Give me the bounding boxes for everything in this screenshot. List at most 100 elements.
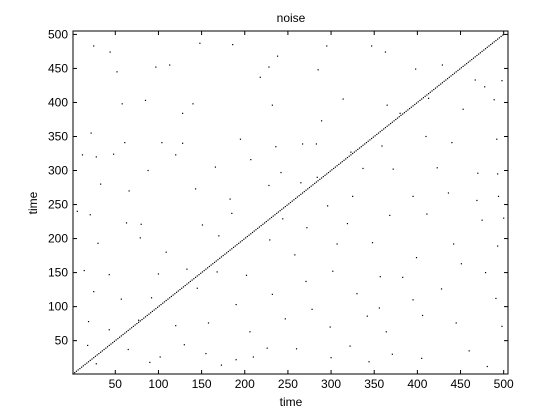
- diagonal-point: [483, 49, 485, 51]
- noise-point: [476, 199, 478, 202]
- diagonal-point: [284, 205, 286, 208]
- diagonal-point: [434, 87, 437, 89]
- diagonal-point: [129, 328, 131, 330]
- x-tick-label: 250: [278, 377, 298, 391]
- diagonal-point: [139, 320, 141, 322]
- diagonal-point: [155, 308, 157, 310]
- diagonal-point: [457, 69, 459, 72]
- diagonal-point: [414, 103, 416, 106]
- x-tick-label: 100: [148, 377, 168, 391]
- diagonal-point: [119, 336, 121, 338]
- diagonal-point: [455, 71, 457, 73]
- diagonal-point: [405, 110, 407, 112]
- diagonal-point: [481, 50, 483, 53]
- noise-point: [346, 223, 349, 225]
- diagonal-point: [234, 245, 236, 247]
- noise-point: [415, 68, 417, 70]
- x-tick-label: 400: [407, 377, 427, 391]
- diagonal-point: [438, 84, 440, 87]
- noise-point: [389, 214, 391, 217]
- diagonal-point: [491, 42, 494, 44]
- noise-point: [421, 357, 423, 359]
- diagonal-point: [117, 338, 119, 340]
- diagonal-point: [355, 150, 357, 152]
- diagonal-point: [440, 83, 442, 85]
- diagonal-point: [77, 369, 79, 371]
- diagonal-point: [217, 259, 219, 261]
- noise-point: [294, 254, 296, 256]
- diagonal-point: [379, 131, 381, 133]
- diagonal-point: [81, 366, 83, 368]
- diagonal-point: [453, 72, 456, 74]
- noise-point: [503, 217, 505, 219]
- diagonal-point: [207, 267, 209, 269]
- noise-point: [207, 322, 210, 324]
- diagonal-point: [293, 199, 295, 201]
- diagonal-point: [493, 41, 495, 43]
- diagonal-point: [229, 249, 231, 251]
- diagonal-point: [362, 144, 364, 146]
- noise-point: [399, 112, 401, 114]
- noise-point: [139, 237, 141, 239]
- diagonal-point: [203, 269, 205, 272]
- diagonal-point: [298, 195, 300, 197]
- noise-point: [231, 212, 233, 214]
- noise-point: [140, 223, 142, 225]
- noise-point: [368, 361, 370, 363]
- diagonal-point: [136, 323, 138, 325]
- diagonal-point: [236, 244, 238, 246]
- noise-point: [192, 103, 194, 105]
- diagonal-point: [153, 309, 155, 311]
- y-tick-label: 100: [48, 300, 68, 314]
- diagonal-point: [360, 146, 362, 148]
- diagonal-point: [276, 212, 278, 214]
- noise-point: [378, 307, 380, 309]
- diagonal-point: [497, 38, 499, 40]
- diagonal-point: [91, 358, 93, 360]
- diagonal-point: [462, 65, 464, 67]
- diagonal-point: [170, 295, 172, 298]
- diagonal-point: [417, 101, 419, 103]
- noise-point: [182, 112, 184, 114]
- diagonal-point: [182, 286, 185, 288]
- diagonal-point: [113, 340, 116, 342]
- noise-point: [371, 45, 373, 47]
- noise-point: [95, 363, 97, 365]
- noise-point: [124, 142, 126, 144]
- diagonal-point: [445, 79, 447, 81]
- diagonal-point: [134, 324, 136, 326]
- diagonal-point: [364, 143, 366, 145]
- diagonal-point: [295, 197, 297, 200]
- diagonal-point: [467, 61, 469, 63]
- diagonal-point: [390, 122, 392, 125]
- noise-point: [495, 297, 497, 300]
- diagonal-point: [371, 137, 373, 140]
- diagonal-point: [424, 95, 426, 97]
- noise-point: [175, 325, 177, 327]
- diagonal-point: [262, 223, 264, 225]
- diagonal-point: [196, 275, 198, 277]
- noise-point: [271, 104, 273, 106]
- noise-point: [235, 303, 237, 306]
- noise-point: [266, 347, 268, 349]
- diagonal-point: [403, 112, 406, 114]
- noise-point: [90, 132, 92, 134]
- diagonal-point: [305, 189, 307, 191]
- diagonal-point: [289, 201, 292, 204]
- noise-point: [356, 293, 358, 295]
- noise-point: [76, 210, 78, 212]
- diagonal-point: [436, 86, 438, 88]
- noise-point: [301, 143, 304, 145]
- diagonal-point: [296, 196, 298, 198]
- chart-title: noise: [277, 11, 306, 25]
- diagonal-point: [110, 343, 112, 345]
- noise-point: [474, 79, 476, 81]
- diagonal-point: [367, 140, 369, 142]
- noise-point: [109, 51, 111, 53]
- noise-point: [116, 71, 118, 73]
- noise-point: [121, 103, 123, 105]
- diagonal-point: [150, 312, 152, 314]
- diagonal-point: [307, 188, 309, 190]
- diagonal-point: [144, 316, 147, 318]
- noise-point: [484, 86, 486, 88]
